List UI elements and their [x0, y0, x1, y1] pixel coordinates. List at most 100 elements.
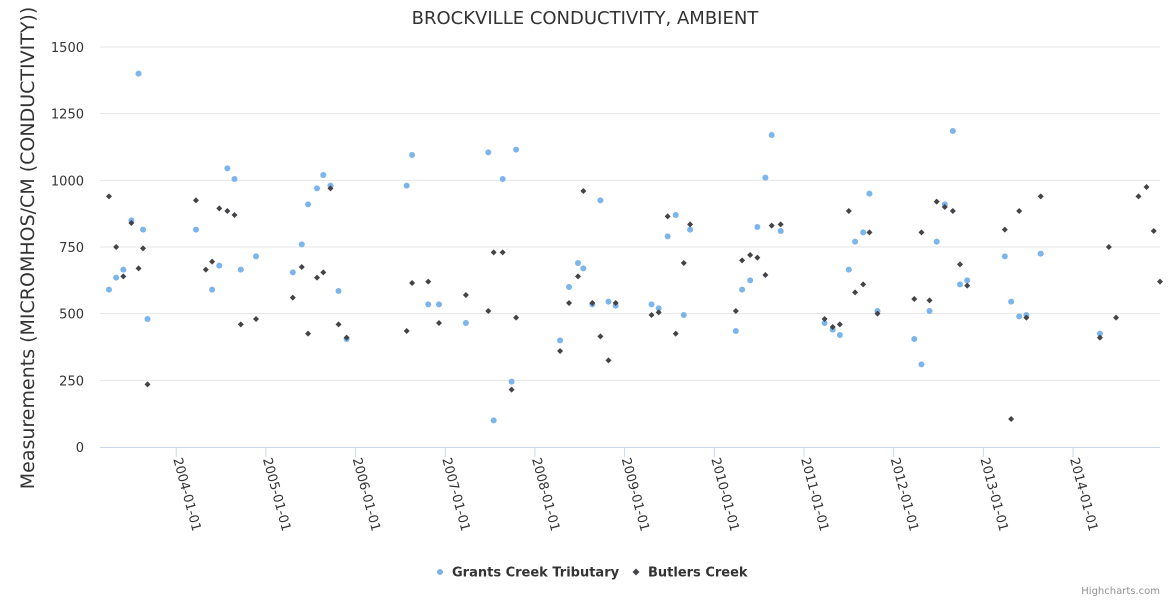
point-series0-26[interactable]: [462, 320, 469, 326]
point-series0-22[interactable]: [403, 182, 410, 189]
point-series1-4[interactable]: [135, 265, 142, 272]
point-series0-7[interactable]: [192, 226, 199, 233]
point-series1-25[interactable]: [425, 278, 432, 285]
point-series0-52[interactable]: [777, 228, 784, 234]
point-series1-21[interactable]: [335, 321, 342, 328]
point-series0-4[interactable]: [135, 70, 142, 77]
legend-item-grants-creek[interactable]: Grants Creek Tributary: [437, 566, 620, 581]
point-series0-13[interactable]: [253, 253, 260, 260]
legend-item-butlers-creek[interactable]: Butlers Creek: [632, 566, 748, 581]
point-series1-28[interactable]: [485, 308, 492, 314]
point-series0-6[interactable]: [144, 316, 151, 322]
point-series1-14[interactable]: [253, 316, 260, 322]
point-series0-61[interactable]: [911, 336, 918, 342]
point-series1-78[interactable]: [1135, 193, 1142, 200]
point-series1-37[interactable]: [589, 300, 596, 306]
point-series1-66[interactable]: [941, 204, 948, 210]
point-series0-47[interactable]: [739, 286, 746, 293]
point-series1-16[interactable]: [298, 264, 305, 270]
point-series0-44[interactable]: [680, 312, 687, 318]
point-series1-81[interactable]: [1157, 278, 1163, 285]
point-series1-9[interactable]: [209, 258, 216, 265]
point-series1-20[interactable]: [327, 185, 334, 192]
point-series1-15[interactable]: [289, 294, 296, 301]
point-series0-63[interactable]: [926, 308, 933, 314]
point-series0-29[interactable]: [499, 176, 506, 182]
point-series1-74[interactable]: [1037, 193, 1044, 200]
point-series1-48[interactable]: [739, 257, 746, 264]
point-series1-59[interactable]: [860, 281, 867, 288]
point-series1-29[interactable]: [490, 249, 497, 256]
point-series0-73[interactable]: [1037, 250, 1044, 257]
point-series0-31[interactable]: [513, 146, 520, 153]
point-series1-1[interactable]: [113, 244, 120, 250]
point-series0-16[interactable]: [305, 201, 312, 208]
point-series1-46[interactable]: [687, 221, 694, 228]
point-series1-77[interactable]: [1113, 314, 1120, 321]
point-series0-28[interactable]: [490, 417, 497, 424]
point-series1-63[interactable]: [918, 229, 925, 236]
point-series1-65[interactable]: [933, 198, 940, 205]
point-series0-17[interactable]: [314, 185, 321, 192]
point-series0-70[interactable]: [1008, 298, 1015, 305]
point-series1-47[interactable]: [732, 308, 739, 314]
point-series1-36[interactable]: [580, 188, 587, 194]
point-series1-79[interactable]: [1143, 184, 1150, 190]
point-series1-32[interactable]: [513, 314, 520, 321]
point-series1-12[interactable]: [231, 212, 238, 218]
point-series0-48[interactable]: [747, 277, 754, 284]
point-series1-49[interactable]: [747, 252, 754, 258]
point-series0-5[interactable]: [140, 226, 147, 233]
point-series1-8[interactable]: [202, 266, 209, 273]
point-series0-40[interactable]: [648, 301, 655, 308]
point-series0-20[interactable]: [335, 288, 342, 294]
point-series0-56[interactable]: [845, 266, 852, 273]
point-series0-9[interactable]: [216, 262, 223, 269]
point-series1-35[interactable]: [574, 273, 581, 280]
point-series0-49[interactable]: [754, 224, 761, 230]
point-series0-62[interactable]: [918, 361, 925, 368]
point-series1-31[interactable]: [508, 386, 515, 393]
point-series0-1[interactable]: [113, 274, 120, 281]
point-series1-33[interactable]: [557, 348, 564, 354]
point-series1-75[interactable]: [1096, 334, 1103, 341]
point-series1-68[interactable]: [957, 261, 964, 268]
point-series0-55[interactable]: [836, 332, 843, 338]
point-series0-71[interactable]: [1016, 313, 1023, 320]
point-series1-72[interactable]: [1016, 208, 1023, 214]
point-series1-76[interactable]: [1105, 244, 1112, 250]
point-series1-53[interactable]: [777, 221, 784, 228]
point-series0-25[interactable]: [435, 301, 442, 308]
point-series1-2[interactable]: [120, 273, 127, 280]
point-series1-3[interactable]: [128, 220, 135, 226]
point-series1-5[interactable]: [140, 245, 147, 252]
point-series1-42[interactable]: [655, 309, 662, 316]
point-series0-67[interactable]: [957, 281, 964, 288]
point-series1-52[interactable]: [768, 222, 775, 229]
point-series0-66[interactable]: [949, 128, 956, 134]
point-series1-30[interactable]: [499, 249, 506, 256]
point-series0-2[interactable]: [120, 266, 127, 273]
point-series1-18[interactable]: [314, 274, 321, 281]
point-series0-46[interactable]: [732, 328, 739, 334]
point-series1-61[interactable]: [874, 310, 881, 317]
point-series0-23[interactable]: [409, 152, 416, 158]
point-series0-30[interactable]: [508, 378, 515, 385]
point-series1-71[interactable]: [1008, 416, 1015, 422]
point-series0-51[interactable]: [768, 132, 775, 138]
point-series1-80[interactable]: [1150, 228, 1157, 234]
point-series1-17[interactable]: [305, 330, 312, 337]
point-series1-22[interactable]: [343, 334, 350, 341]
point-series0-45[interactable]: [687, 226, 694, 233]
point-series1-23[interactable]: [403, 328, 410, 334]
point-series1-24[interactable]: [409, 280, 416, 286]
point-series1-39[interactable]: [605, 357, 612, 364]
point-series0-69[interactable]: [1001, 253, 1008, 260]
point-series0-42[interactable]: [664, 233, 671, 240]
point-series1-60[interactable]: [866, 229, 873, 236]
point-series0-14[interactable]: [289, 269, 296, 276]
point-series0-41[interactable]: [655, 305, 662, 312]
point-series1-6[interactable]: [144, 381, 151, 388]
point-series1-70[interactable]: [1001, 226, 1008, 233]
point-series1-41[interactable]: [648, 312, 655, 318]
